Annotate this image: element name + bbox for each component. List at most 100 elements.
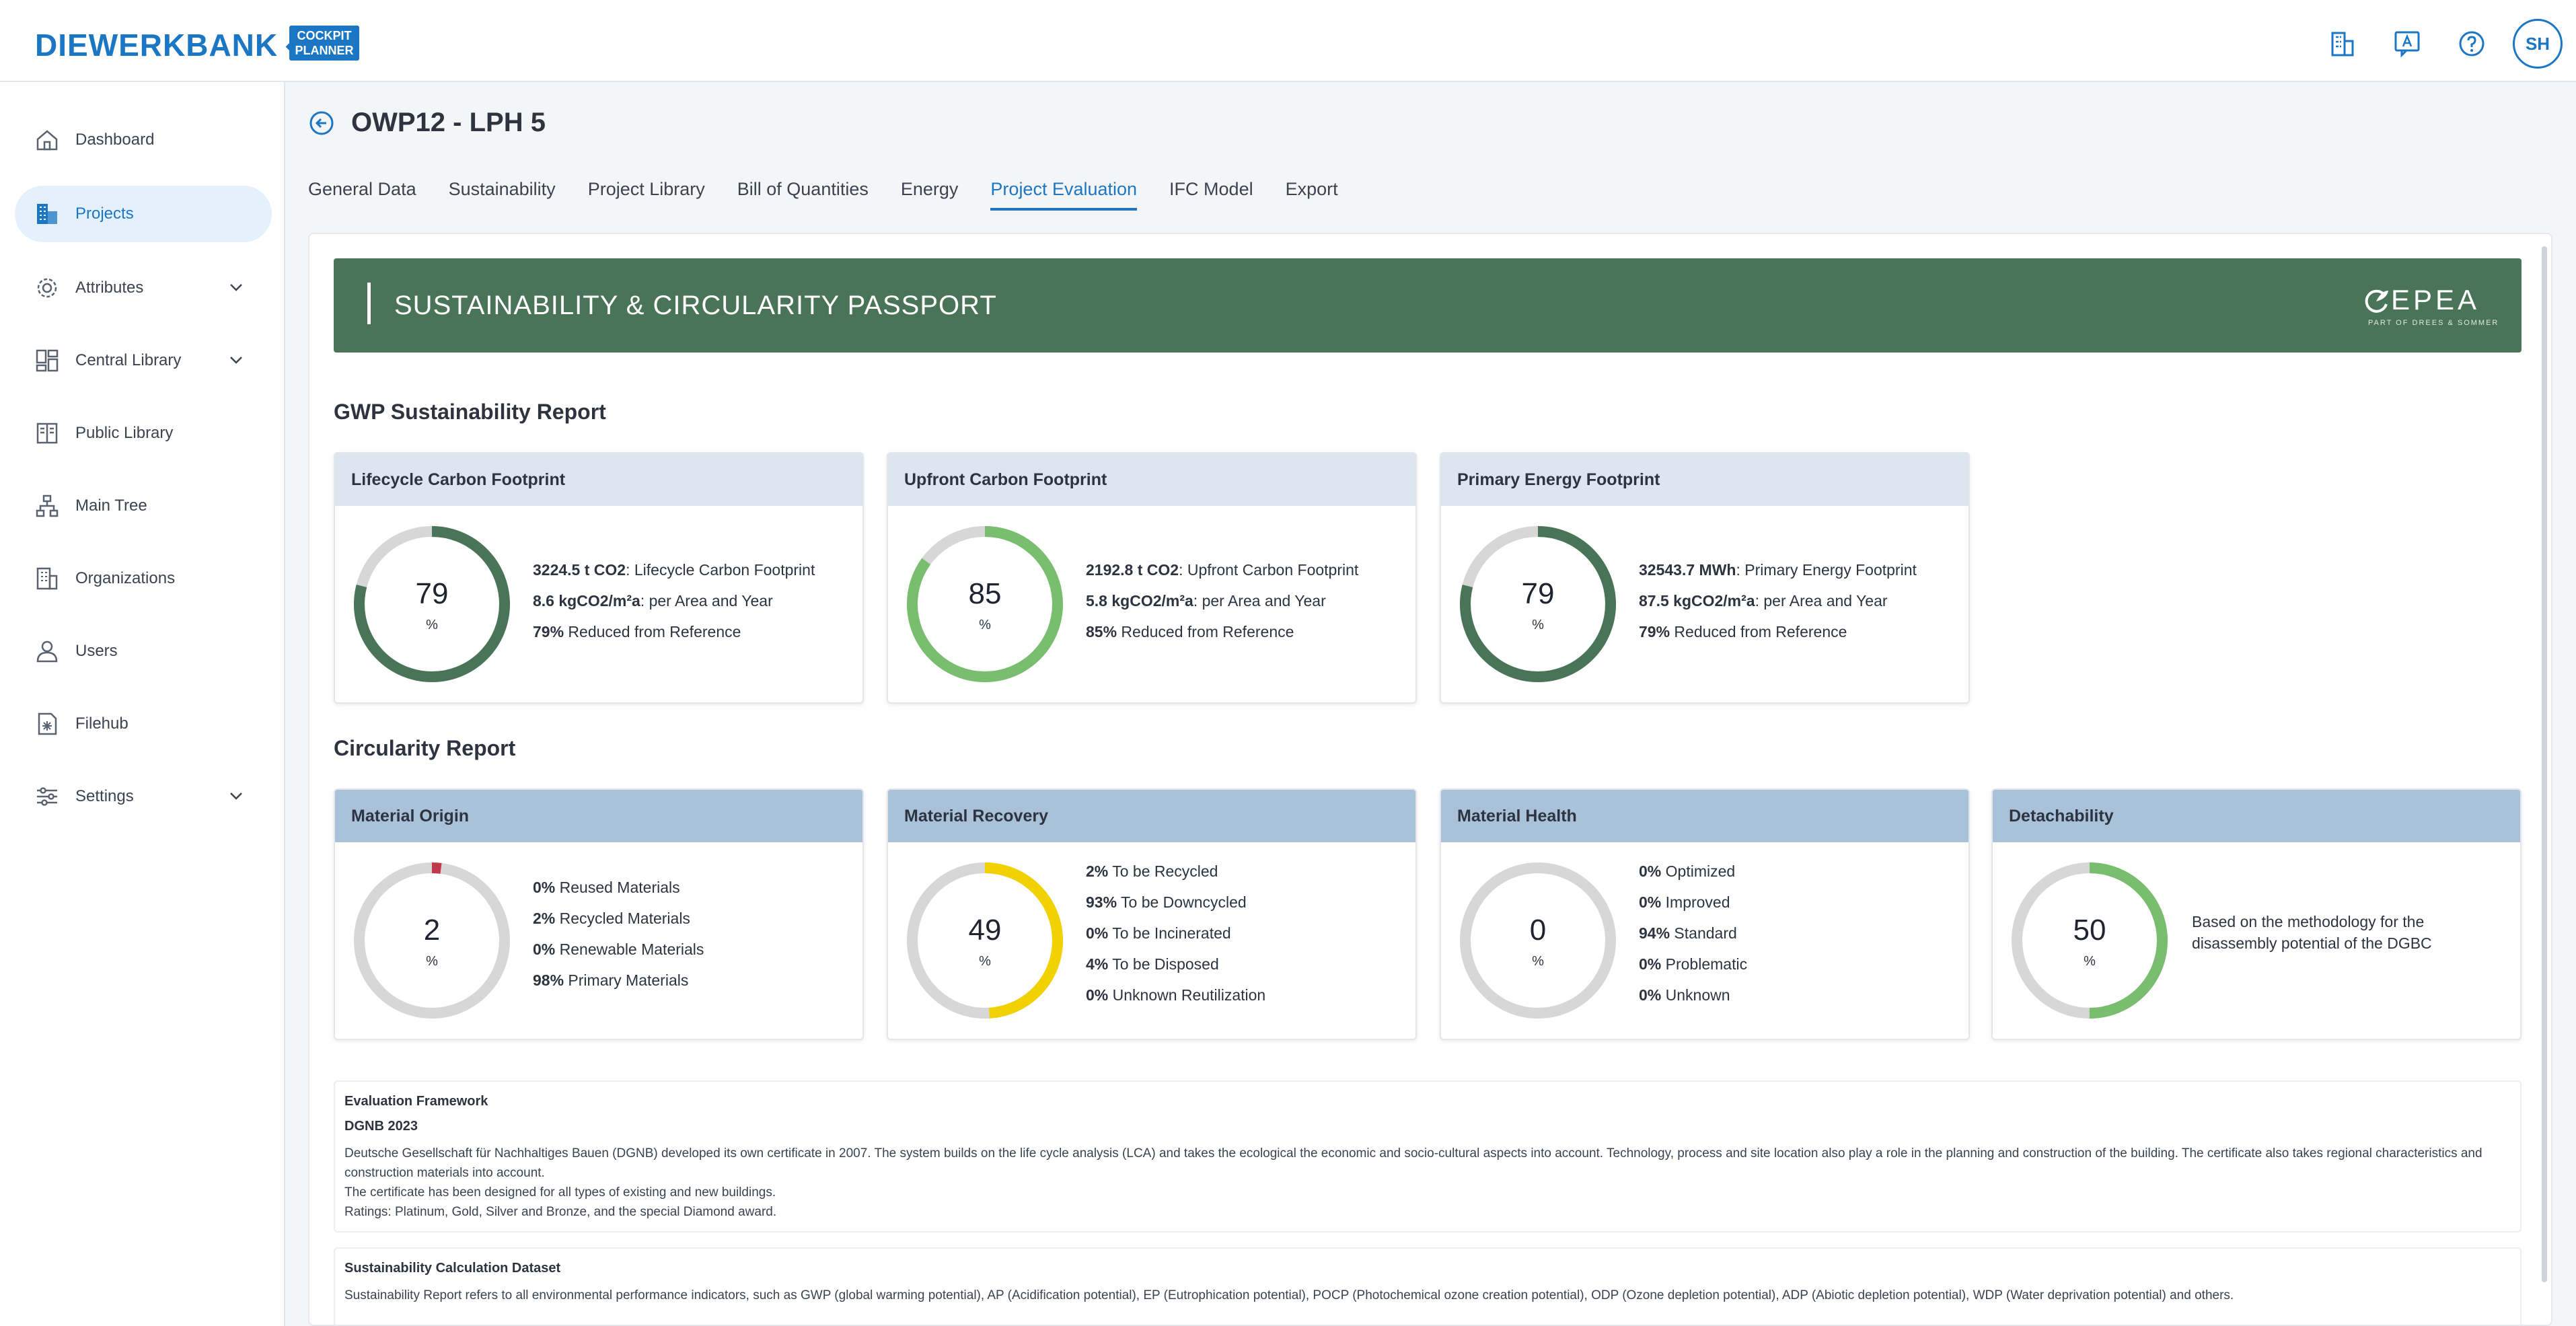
evaluation-description: Deutsche Gesellschaft für Nachhaltiges B… xyxy=(344,1146,2482,1180)
tab-bill-of-quantities[interactable]: Bill of Quantities xyxy=(737,179,869,199)
stat-line: 4% To be Disposed xyxy=(1086,949,1409,980)
vertical-scrollbar[interactable] xyxy=(2542,246,2547,1282)
stat-value: 0% xyxy=(1639,955,1662,973)
stat-line: 0% Improved xyxy=(1639,887,1962,918)
sidebar-item-organizations[interactable]: Organizations xyxy=(15,550,272,607)
tab-sustainability[interactable]: Sustainability xyxy=(448,179,556,199)
material-origin-card: Material Origin 2 % 0% Reused Materials 2… xyxy=(334,788,864,1040)
detachability-donut-chart xyxy=(2012,862,2168,1019)
gear-icon xyxy=(34,274,61,301)
tab-project-library[interactable]: Project Library xyxy=(587,179,705,199)
user-avatar[interactable]: SH xyxy=(2513,19,2563,69)
sidebar-item-settings[interactable]: Settings xyxy=(15,768,272,825)
donut-progress-arc xyxy=(907,526,1063,682)
donut-progress-arc xyxy=(2012,862,2168,1019)
sidebar-item-label: Filehub xyxy=(75,714,128,733)
stat-value: 94% xyxy=(1639,924,1670,942)
sidebar-item-label: Central Library xyxy=(75,351,182,369)
user-icon xyxy=(34,638,61,665)
organization-icon xyxy=(34,565,61,592)
back-arrow-icon[interactable] xyxy=(308,110,335,137)
stat-value: 93% xyxy=(1086,893,1117,911)
sidebar-item-central-library[interactable]: Central Library xyxy=(15,332,272,389)
card-stats: 2% To be Recycled 93% To be Downcycled 0% … xyxy=(1086,856,1409,1010)
card-title: Material Recovery xyxy=(888,790,1415,842)
stat-value: 2192.8 t CO2 xyxy=(1086,561,1179,579)
buildings-icon[interactable] xyxy=(2319,20,2366,67)
evaluation-ratings: Ratings: Platinum, Gold, Silver and Bron… xyxy=(344,1205,777,1219)
stat-value: 5.8 kgCO2/m²a xyxy=(1086,592,1193,610)
translate-icon[interactable] xyxy=(2384,20,2431,67)
sidebar-item-projects[interactable]: Projects xyxy=(15,186,272,242)
sidebar-item-users[interactable]: Users xyxy=(15,623,272,679)
card-title: Material Health xyxy=(1441,790,1968,842)
calculation-dataset-text: Sustainability Report refers to all envi… xyxy=(344,1288,2234,1302)
material-origin-donut-chart xyxy=(354,862,510,1019)
sidebar-item-attributes[interactable]: Attributes xyxy=(15,260,272,316)
evaluation-scope: The certificate has been designed for al… xyxy=(344,1185,776,1200)
tab-general-data[interactable]: General Data xyxy=(308,179,416,199)
stat-text: Unknown Reutilization xyxy=(1108,986,1266,1004)
sidebar-item-label: Settings xyxy=(75,787,134,805)
sidebar-item-public-library[interactable]: Public Library xyxy=(15,405,272,462)
tab-energy[interactable]: Energy xyxy=(900,179,959,199)
stat-line: 3224.5 t CO2: Lifecycle Carbon Footprint xyxy=(533,554,856,585)
project-tabs: General Data Sustainability Project Libr… xyxy=(308,179,1370,211)
stat-line: 32543.7 MWh: Primary Energy Footprint xyxy=(1639,554,1962,585)
stat-line: 0% Unknown xyxy=(1639,980,1962,1010)
lifecycle-carbon-card: Lifecycle Carbon Footprint 79 % 3224.5 t… xyxy=(334,452,864,704)
stat-text: : Primary Energy Footprint xyxy=(1736,561,1917,579)
stat-value: 0% xyxy=(1086,986,1109,1004)
card-stats: 3224.5 t CO2: Lifecycle Carbon Footprint… xyxy=(533,554,856,647)
chevron-down-icon[interactable] xyxy=(227,279,245,296)
card-stats: 0% Reused Materials 2% Recycled Materials… xyxy=(533,872,856,996)
stat-value: 0% xyxy=(1086,924,1109,942)
stat-value: 87.5 kgCO2/m²a xyxy=(1639,592,1755,610)
material-recovery-donut-chart xyxy=(907,862,1063,1019)
stat-value: 32543.7 MWh xyxy=(1639,561,1736,579)
card-stats: 0% Optimized 0% Improved 94% Standard 0% Pr… xyxy=(1639,856,1962,1010)
upfront-carbon-card: Upfront Carbon Footprint 85 % 2192.8 t C… xyxy=(887,452,1417,704)
donut-progress-arc xyxy=(354,526,510,682)
stat-value: 79% xyxy=(1639,623,1670,640)
chevron-down-icon[interactable] xyxy=(227,351,245,369)
sidebar-item-main-tree[interactable]: Main Tree xyxy=(15,478,272,534)
stat-value: 2% xyxy=(533,910,556,927)
evaluation-framework-name: DGNB 2023 xyxy=(344,1119,418,1134)
stat-text: Problematic xyxy=(1661,955,1748,973)
projects-icon xyxy=(34,200,61,227)
cockpit-label: COCKPIT xyxy=(297,29,352,42)
stat-text: : per Area and Year xyxy=(1193,592,1326,610)
epea-logo: EPEA PART OF DREES & SOMMER xyxy=(2364,283,2497,330)
stat-value: 79% xyxy=(533,623,564,640)
circularity-report-title: Circularity Report xyxy=(334,736,516,760)
stat-text: Improved xyxy=(1661,893,1730,911)
donut-progress-arc xyxy=(1460,526,1616,682)
stat-text: Reduced from Reference xyxy=(1117,623,1294,640)
tab-ifc-model[interactable]: IFC Model xyxy=(1169,179,1253,199)
stat-value: 3224.5 t CO2 xyxy=(533,561,626,579)
stat-line: 94% Standard xyxy=(1639,918,1962,949)
stat-line: 85% Reduced from Reference xyxy=(1086,616,1409,647)
calculation-dataset-box: Sustainability Calculation Dataset Susta… xyxy=(334,1247,2522,1325)
stat-text: To be Incinerated xyxy=(1108,924,1231,942)
tab-project-evaluation[interactable]: Project Evaluation xyxy=(990,179,1138,211)
sidebar-item-label: Attributes xyxy=(75,279,144,297)
brand-logo[interactable]: DIEWERKBANK xyxy=(35,27,333,63)
tree-icon xyxy=(34,492,61,519)
stat-line: 2% Recycled Materials xyxy=(533,903,856,934)
sidebar-item-filehub[interactable]: Filehub xyxy=(15,696,272,752)
stat-value: 98% xyxy=(533,971,564,989)
sidebar-item-dashboard[interactable]: Dashboard xyxy=(15,112,272,168)
tab-export[interactable]: Export xyxy=(1285,179,1338,199)
upfront-donut-chart xyxy=(907,526,1063,682)
stat-line: 0% To be Incinerated xyxy=(1086,918,1409,949)
material-health-donut-chart xyxy=(1460,862,1616,1019)
stat-text: Reused Materials xyxy=(555,879,680,896)
chevron-down-icon[interactable] xyxy=(227,787,245,805)
filehub-icon xyxy=(34,710,61,737)
help-icon[interactable] xyxy=(2448,20,2495,67)
card-stats: 32543.7 MWh: Primary Energy Footprint 87.… xyxy=(1639,554,1962,647)
card-title: Detachability xyxy=(1993,790,2520,842)
banner-title: SUSTAINABILITY & CIRCULARITY PASSPORT xyxy=(394,291,997,320)
